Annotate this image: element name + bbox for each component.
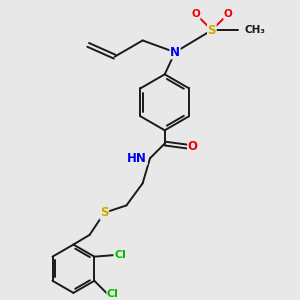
Text: O: O (224, 9, 233, 19)
Text: S: S (208, 24, 216, 37)
Text: O: O (191, 9, 200, 19)
Text: HN: HN (127, 152, 147, 165)
Text: CH₃: CH₃ (244, 25, 265, 35)
Text: Cl: Cl (114, 250, 126, 260)
Text: S: S (100, 206, 109, 219)
Text: O: O (188, 140, 198, 153)
Text: N: N (170, 46, 180, 59)
Text: Cl: Cl (107, 289, 119, 299)
